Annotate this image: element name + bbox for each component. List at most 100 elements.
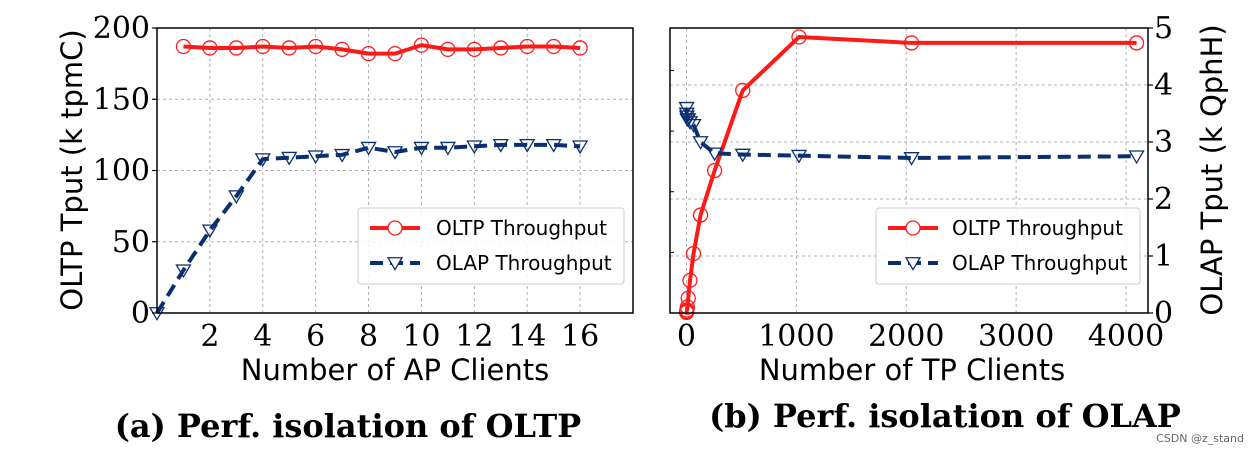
panel-a-ticks: 2 4 6 8 10 12 14 16 0 50 100 150 200 [93, 11, 599, 354]
panel-b-oltp-point [679, 299, 696, 315]
panel-a-olap-point [307, 150, 324, 165]
panel-a-legend-label: OLAP Throughput [436, 251, 612, 275]
panel-b-olap-point [692, 136, 709, 150]
panel-a-oltp-point [440, 41, 456, 58]
panel-b-olap-point [681, 116, 699, 130]
panel-b-x-tick-label: 3000 [978, 319, 1054, 354]
panel-a-oltp-point [387, 46, 403, 62]
panel-a-oltp-point [228, 40, 244, 56]
panel-a-olap-point [545, 138, 562, 153]
panel-a-oltp-point [255, 38, 271, 55]
panel-a-oltp-point [519, 38, 535, 55]
panel-a-oltp-point [202, 40, 218, 56]
panel-b-x-tick-label: 4000 [1088, 319, 1164, 354]
panel-a-legend-marker [387, 220, 403, 236]
panel-b-x-axis-label: Number of TP Clients [759, 353, 1065, 387]
panel-a-series-line-1 [155, 142, 581, 315]
panel-a-olap-point [571, 140, 589, 155]
panel-b-legend: OLTP Throughput OLAP Throughput [875, 207, 1141, 285]
panel-b-y-tick-label: 0 [1154, 296, 1173, 331]
panel-a-olap-point [519, 138, 536, 153]
panel-a-olap-point [386, 146, 404, 160]
panel-a-x-tick-label: 4 [253, 319, 272, 354]
panel-a-oltp-point [281, 40, 297, 56]
panel-b-series [678, 29, 1145, 321]
panel-a-olap-point [333, 148, 351, 163]
panel-a-series-line-0 [183, 43, 581, 56]
panel-b-legend-marker [905, 220, 921, 236]
panel-b-legend-marker [904, 257, 922, 271]
panel-a-olap-point [466, 140, 483, 155]
panel-b-y-tick-label: 1 [1154, 239, 1173, 274]
panel-b-oltp-point [791, 29, 807, 45]
panel-b-y-tick-label: 2 [1154, 182, 1173, 217]
panel-a-x-tick-label: 10 [402, 319, 440, 354]
panel-a-oltp-point [308, 38, 324, 55]
panel-a-legend-marker [386, 257, 404, 271]
panel-a-y-tick-label: 0 [131, 296, 150, 331]
panel-a-series [148, 37, 589, 321]
panel-b-olap-point [903, 152, 920, 166]
panel-a-olap-point [201, 224, 219, 239]
panel-b-legend-label: OLAP Throughput [952, 251, 1128, 275]
panel-b-oltp-point [706, 162, 723, 179]
panel-a-x-tick-label: 16 [561, 319, 599, 354]
panel-a-oltp-point [493, 40, 509, 56]
panel-a-caption: (a) Perf. isolation of OLTP [115, 407, 581, 445]
panel-a-y-tick-label: 200 [93, 11, 150, 46]
panel-a-oltp-point [572, 40, 588, 56]
panel-a-olap-point [281, 151, 298, 166]
panel-a-olap-point [360, 141, 377, 156]
panel-b-y-tick-label: 3 [1154, 125, 1173, 160]
panel-a-x-tick-label: 8 [359, 319, 378, 354]
panel-a-oltp-point [413, 37, 430, 53]
panel-b-series-line-1 [684, 107, 1137, 160]
panel-a-oltp-point [466, 41, 482, 58]
panel-b-oltp-point [1128, 35, 1145, 51]
panel-b-y-tick-label: 4 [1154, 68, 1173, 103]
panel-a-olap-point [228, 190, 245, 205]
panel-a-olap-point [413, 141, 430, 156]
panel-a-oltp-point [360, 46, 377, 62]
panel-a-legend-box [357, 207, 625, 285]
panel-b-oltp-point [692, 207, 709, 223]
panel-b-y-axis-label: OLAP Tput (k QphH) [1195, 24, 1229, 315]
panel-b-x-tick-label: 1000 [758, 319, 834, 354]
panel-a-oltp-point [175, 38, 192, 55]
panel-a-y-tick-label: 100 [93, 154, 150, 189]
panel-b-olap-point [706, 147, 723, 162]
panel-b-olap-point [1128, 150, 1145, 165]
panel-b-oltp-point [735, 82, 751, 99]
panel-a-y-axis-label: OLTP Tput (k tpmC) [55, 29, 89, 310]
panel-a-x-tick-label: 2 [200, 319, 219, 354]
panel-b-caption: (b) Perf. isolation of OLAP [709, 397, 1181, 435]
panel-a-olap-point [254, 153, 271, 168]
panel-b-olap-point [685, 119, 702, 133]
panel-b-frame [669, 27, 1149, 314]
panel-a-legend-label: OLTP Throughput [436, 216, 607, 240]
panel-a-y-tick-label: 150 [93, 82, 150, 117]
watermark: CSDN @z_stand [1156, 432, 1244, 445]
panel-a-olap-point [439, 141, 457, 156]
panel-b-oltp-point [685, 245, 702, 262]
panel-b-oltp-point [903, 35, 920, 51]
panel-a-x-axis-label: Number of AP Clients [241, 353, 550, 387]
panel-a-olap-point [175, 264, 192, 279]
panel-b-olap-point [790, 149, 808, 164]
panel-a-x-tick-label: 14 [508, 319, 546, 354]
panel-b-x-tick-label: 0 [677, 319, 696, 354]
panel-b-series-line-0 [684, 35, 1137, 314]
panel-a-oltp-point [334, 41, 350, 58]
panel-a-olap-point [492, 138, 509, 153]
panel-a: 2 4 6 8 10 12 14 16 0 50 100 150 200 Number of AP Cl… [55, 11, 634, 445]
panel-b-x-tick-label: 2000 [868, 319, 944, 354]
panel-a-oltp-point [546, 38, 562, 55]
panel-b-oltp-point [682, 272, 698, 289]
panel-a-x-tick-label: 6 [306, 319, 325, 354]
panel-a-x-tick-label: 12 [455, 319, 493, 354]
panel-b-legend-label: OLTP Throughput [952, 216, 1123, 240]
panel-a-legend: OLTP Throughput OLAP Throughput [357, 207, 625, 285]
